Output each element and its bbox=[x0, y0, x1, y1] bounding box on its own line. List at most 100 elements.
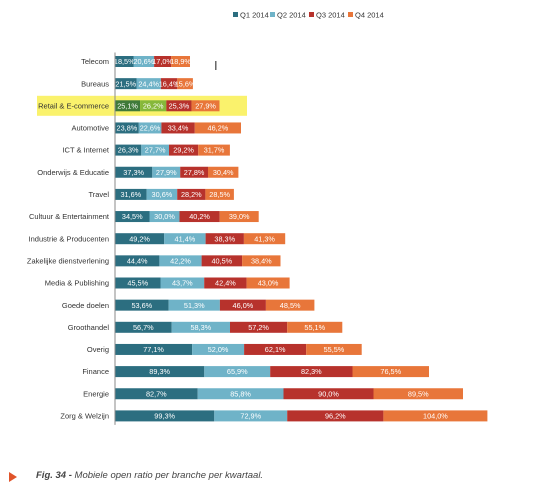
bar-segment bbox=[115, 388, 198, 400]
category-label: Travel bbox=[88, 190, 109, 199]
bar-segment bbox=[201, 255, 243, 267]
bar-segment bbox=[115, 343, 193, 355]
legend-swatch-4 bbox=[348, 12, 353, 17]
bar-segment bbox=[191, 100, 220, 112]
bar-segment bbox=[160, 277, 205, 289]
bar-segment bbox=[194, 122, 241, 134]
bar-segment bbox=[115, 366, 205, 378]
bar-value-label: 39,0% bbox=[229, 212, 250, 221]
category-label: Retail & E-commerce bbox=[38, 101, 109, 110]
bar-segment bbox=[115, 56, 134, 67]
bar-segment bbox=[115, 321, 172, 333]
bar-segment bbox=[219, 299, 266, 311]
bar-value-label: 44,4% bbox=[127, 256, 148, 265]
bar-value-label: 27,7% bbox=[145, 146, 166, 155]
bar-segment bbox=[154, 56, 172, 67]
bar-value-label: 65,9% bbox=[227, 367, 248, 376]
bar-value-label: 46,0% bbox=[233, 301, 254, 310]
bar-segment bbox=[152, 166, 181, 178]
bar-value-label: 46,2% bbox=[208, 124, 229, 133]
bar-value-label: 26,2% bbox=[143, 101, 164, 110]
bar-value-label: 43,7% bbox=[172, 279, 193, 288]
bar-value-label: 96,2% bbox=[325, 412, 346, 421]
bar-segment bbox=[306, 343, 362, 355]
bar-segment bbox=[242, 255, 281, 267]
bar-segment bbox=[133, 56, 155, 67]
bar-segment bbox=[177, 78, 193, 90]
chart-legend: Q1 2014 Q2 2014 Q3 2014 Q4 2014 bbox=[233, 11, 384, 20]
bar-segment bbox=[115, 410, 215, 422]
bar-segment bbox=[115, 277, 161, 289]
bar-value-label: 18,5% bbox=[114, 57, 135, 66]
bar-segment bbox=[352, 366, 429, 378]
legend-label-3: Q3 2014 bbox=[316, 11, 345, 20]
bar-segment bbox=[115, 233, 165, 245]
bar-value-label: 56,7% bbox=[133, 323, 154, 332]
bar-value-label: 58,3% bbox=[190, 323, 211, 332]
bar-segment bbox=[246, 277, 290, 289]
bar-segment bbox=[138, 122, 162, 134]
bar-value-label: 20,6% bbox=[133, 57, 154, 66]
bar-segment bbox=[115, 122, 139, 134]
bar-segment bbox=[287, 321, 343, 333]
bar-segment bbox=[140, 100, 167, 112]
bar-value-label: 43,0% bbox=[258, 279, 279, 288]
bar-value-label: 30,4% bbox=[213, 168, 234, 177]
category-label: Goede doelen bbox=[62, 301, 109, 310]
bar-value-label: 55,1% bbox=[304, 323, 325, 332]
bar-segment bbox=[197, 388, 284, 400]
category-label: ICT & Internet bbox=[62, 146, 109, 155]
bar-value-label: 27,8% bbox=[184, 168, 205, 177]
bar-segment bbox=[159, 255, 202, 267]
caption-fig-number: Fig. 34 - bbox=[36, 470, 72, 481]
caption-text: Mobiele open ratio per branche per kwart… bbox=[71, 470, 264, 481]
bar-segment bbox=[192, 343, 245, 355]
bar-segment bbox=[383, 410, 488, 422]
category-label: Automotive bbox=[71, 124, 109, 133]
bar-value-label: 72,9% bbox=[240, 412, 261, 421]
legend-swatch-2 bbox=[270, 12, 275, 17]
bar-value-label: 28,2% bbox=[181, 190, 202, 199]
category-label: Industrie & Producenten bbox=[29, 234, 109, 243]
bar-segment bbox=[115, 188, 147, 200]
category-label: Finance bbox=[82, 367, 109, 376]
bar-segment bbox=[169, 144, 199, 156]
bar-segment bbox=[115, 78, 137, 90]
bar-segment bbox=[136, 78, 161, 90]
bar-value-label: 33,4% bbox=[168, 124, 189, 133]
bar-value-label: 40,5% bbox=[211, 256, 232, 265]
bar-segment bbox=[287, 410, 384, 422]
bar-value-label: 40,2% bbox=[189, 212, 210, 221]
bar-value-label: 18,9% bbox=[170, 57, 191, 66]
legend-label-1: Q1 2014 bbox=[240, 11, 269, 20]
bar-value-label: 49,2% bbox=[129, 234, 150, 243]
bar-value-label: 23,8% bbox=[117, 124, 138, 133]
bar-segment bbox=[208, 166, 239, 178]
category-labels: Telecom Bureaus Retail & E-commerce Automot… bbox=[27, 57, 110, 420]
bar-value-label: 57,2% bbox=[248, 323, 269, 332]
bar-segment bbox=[219, 211, 259, 223]
bar-value-label: 31,7% bbox=[204, 146, 225, 155]
bar-segment bbox=[115, 211, 150, 223]
bar-value-label: 82,7% bbox=[146, 389, 167, 398]
bar-value-label: 41,3% bbox=[254, 234, 275, 243]
bar-value-label: 48,5% bbox=[280, 301, 301, 310]
figure-caption: Fig. 34 - Mobiele open ratio per branche… bbox=[36, 470, 263, 481]
bar-value-label: 24,4% bbox=[138, 79, 159, 88]
bar-segment bbox=[265, 299, 315, 311]
text-cursor-icon: I bbox=[214, 58, 218, 73]
bar-segment bbox=[146, 188, 178, 200]
bar-value-label: 16,4% bbox=[159, 79, 180, 88]
bar-value-label: 22,6% bbox=[140, 124, 161, 133]
bar-segment bbox=[177, 188, 206, 200]
bar-segment bbox=[244, 343, 307, 355]
bar-segment bbox=[205, 233, 244, 245]
bar-value-label: 89,3% bbox=[149, 367, 170, 376]
stacked-bar-chart: Q1 2014 Q2 2014 Q3 2014 Q4 2014 18,5%20,6%1… bbox=[27, 11, 488, 425]
legend-label-2: Q2 2014 bbox=[277, 11, 306, 20]
bar-segment bbox=[171, 56, 190, 67]
bar-segment bbox=[171, 321, 230, 333]
bar-value-label: 104,0% bbox=[423, 412, 448, 421]
bar-segment bbox=[230, 321, 288, 333]
bar-segment bbox=[160, 78, 178, 90]
